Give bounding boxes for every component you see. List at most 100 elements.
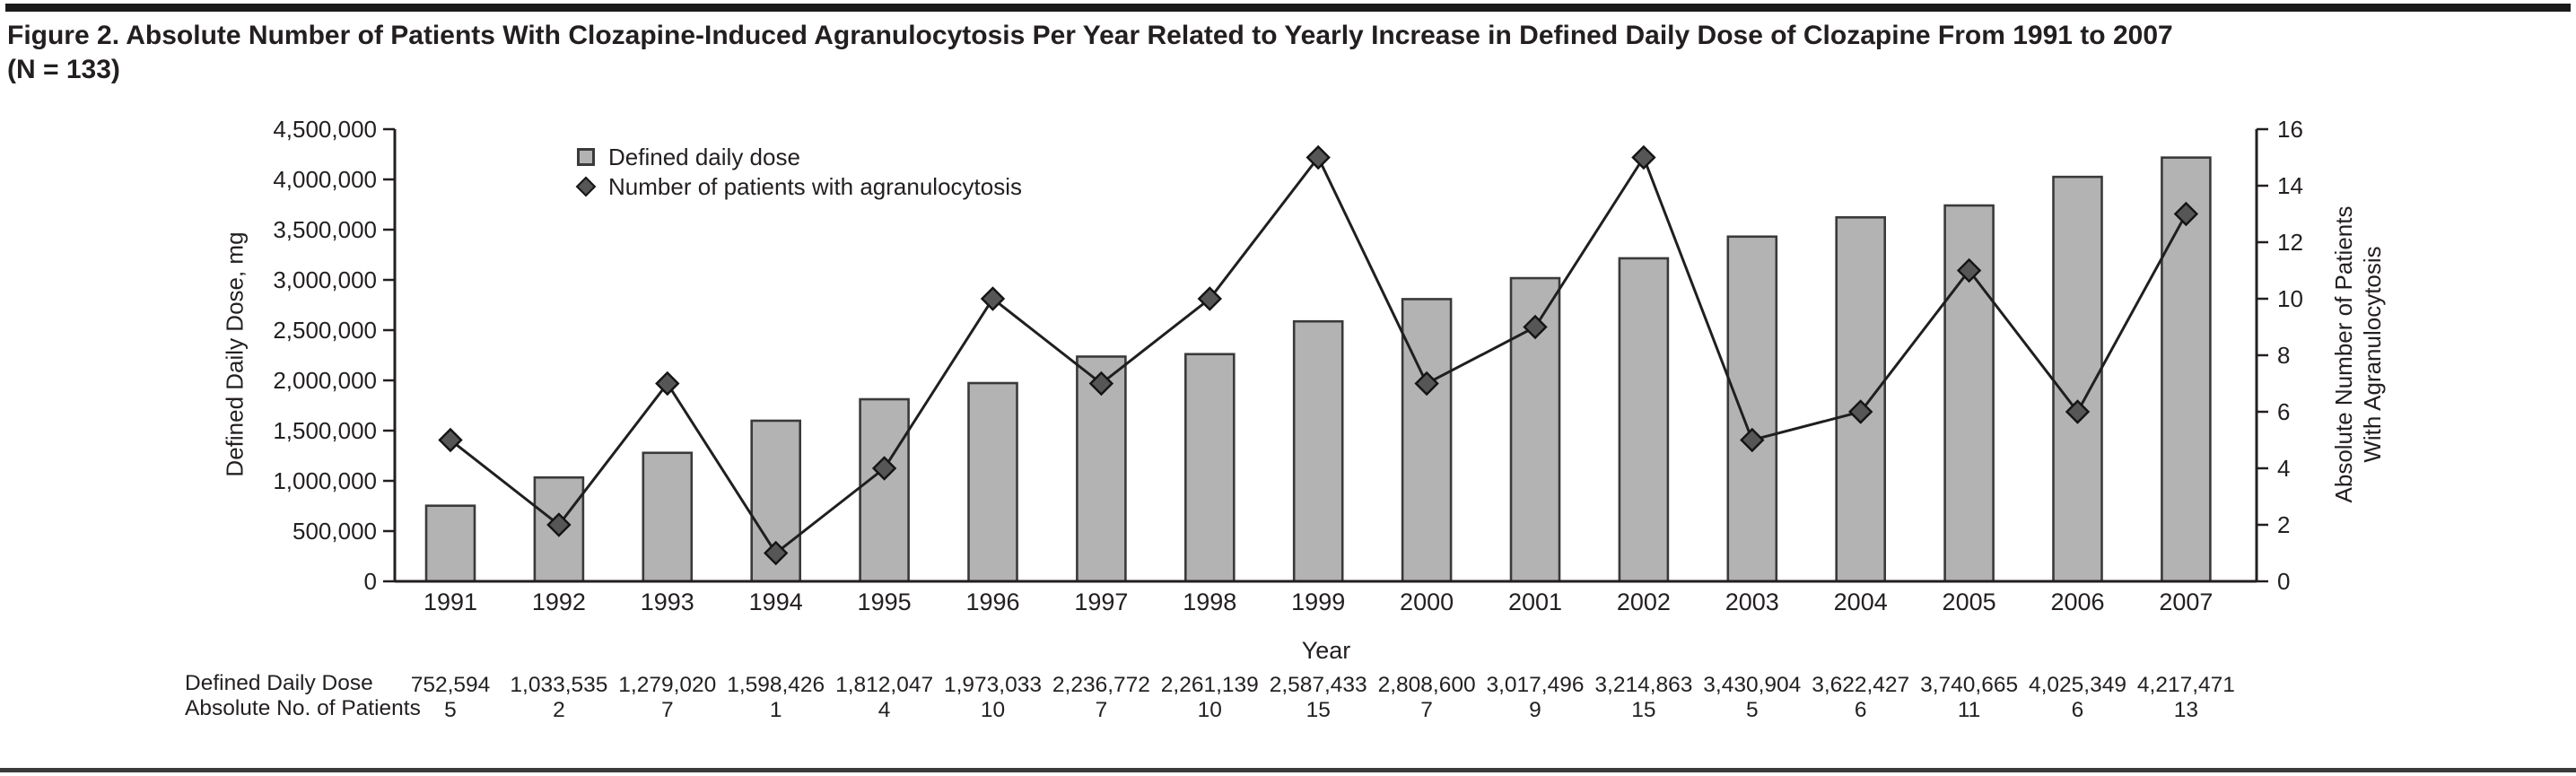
bar-2000 bbox=[1401, 298, 1453, 583]
diamond-marker-1998 bbox=[1197, 286, 1222, 311]
year-tick-label: 1995 bbox=[858, 589, 912, 615]
table-value-patients: 13 bbox=[2174, 698, 2198, 722]
right-axis-title-line2: With Agranulocytosis bbox=[2359, 246, 2386, 463]
table-value-dose: 3,017,496 bbox=[1487, 673, 1585, 697]
bar-swatch-icon bbox=[577, 148, 595, 166]
table-value-dose: 1,598,426 bbox=[727, 673, 825, 697]
year-tick-label: 1998 bbox=[1183, 589, 1236, 615]
diamond-marker-1997 bbox=[1088, 371, 1114, 397]
legend-label: Number of patients with agranulocytosis bbox=[608, 172, 1023, 200]
bar-2002 bbox=[1618, 257, 1670, 583]
year-tick-label: 1991 bbox=[424, 589, 477, 615]
right-axis-tick-label: 4 bbox=[2277, 455, 2290, 482]
figure-title-line1: Figure 2. Absolute Number of Patients Wi… bbox=[7, 21, 2173, 50]
legend-item-patients: Number of patients with agranulocytosis bbox=[575, 172, 1023, 200]
diamond-marker-2007 bbox=[2173, 201, 2199, 227]
bar-2007 bbox=[2161, 156, 2212, 583]
year-tick-label: 2007 bbox=[2159, 589, 2213, 615]
diamond-marker-1993 bbox=[655, 371, 680, 397]
bar-1993 bbox=[642, 451, 694, 583]
table-value-dose: 1,279,020 bbox=[618, 673, 716, 697]
x-axis-title: Year bbox=[1301, 637, 1351, 664]
chart-legend: Defined daily dose Number of patients wi… bbox=[575, 144, 1023, 200]
diamond-marker-2004 bbox=[1848, 399, 1873, 424]
top-rule bbox=[5, 4, 2571, 12]
table-value-dose: 3,214,863 bbox=[1594, 673, 1692, 697]
left-axis-tick-label: 4,500,000 bbox=[273, 116, 377, 143]
table-value-dose: 1,812,047 bbox=[835, 673, 933, 697]
diamond-marker-icon bbox=[575, 176, 597, 197]
table-value-patients: 10 bbox=[1198, 698, 1222, 722]
table-value-patients: 7 bbox=[661, 698, 674, 722]
year-tick-label: 2002 bbox=[1617, 589, 1671, 615]
table-value-patients: 10 bbox=[981, 698, 1005, 722]
bar-1991 bbox=[424, 504, 476, 583]
diamond-marker-2000 bbox=[1414, 371, 1439, 397]
right-axis-tick-label: 2 bbox=[2277, 511, 2290, 538]
table-value-dose: 2,236,772 bbox=[1052, 673, 1150, 697]
bar-1998 bbox=[1184, 353, 1236, 583]
year-tick-label: 1992 bbox=[532, 589, 586, 615]
year-tick-label: 2000 bbox=[1400, 589, 1454, 615]
diamond-marker-1991 bbox=[438, 427, 463, 453]
table-value-dose: 4,025,349 bbox=[2029, 673, 2126, 697]
bar-1999 bbox=[1292, 319, 1344, 583]
left-axis-tick-label: 4,000,000 bbox=[273, 166, 377, 193]
diamond-marker-1996 bbox=[980, 286, 1006, 311]
table-value-patients: 6 bbox=[1855, 698, 1867, 722]
table-value-dose: 3,622,427 bbox=[1812, 673, 1909, 697]
year-tick-label: 1996 bbox=[965, 589, 1019, 615]
left-axis-tick-label: 0 bbox=[364, 568, 377, 595]
legend-item-defined-daily-dose: Defined daily dose bbox=[577, 144, 1022, 170]
diamond-marker-2002 bbox=[1631, 144, 1656, 170]
diamond-marker-2005 bbox=[1956, 257, 1982, 283]
left-axis-tick-label: 1,500,000 bbox=[273, 417, 377, 444]
table-value-patients: 1 bbox=[770, 698, 782, 722]
table-value-dose: 4,217,471 bbox=[2137, 673, 2235, 697]
diamond-marker-1994 bbox=[764, 540, 789, 566]
bar-2004 bbox=[1835, 215, 1886, 583]
bar-2003 bbox=[1726, 235, 1778, 583]
year-tick-label: 2005 bbox=[1943, 589, 1996, 615]
table-value-patients: 11 bbox=[1958, 698, 1980, 722]
figure-title-line2: (N = 133) bbox=[7, 55, 120, 84]
right-axis-tick-label: 16 bbox=[2277, 116, 2303, 143]
table-value-dose: 2,808,600 bbox=[1378, 673, 1476, 697]
left-axis-tick-label: 2,500,000 bbox=[273, 317, 377, 344]
table-value-dose: 2,587,433 bbox=[1270, 673, 1367, 697]
diamond-marker-1999 bbox=[1305, 144, 1331, 170]
year-tick-label: 2003 bbox=[1725, 589, 1779, 615]
table-value-patients: 6 bbox=[2072, 698, 2084, 722]
table-value-dose: 1,973,033 bbox=[944, 673, 1042, 697]
table-value-dose: 1,033,535 bbox=[510, 673, 607, 697]
left-axis-title: Defined Daily Dose, mg bbox=[221, 231, 249, 477]
bar-1996 bbox=[967, 381, 1018, 583]
table-value-patients: 9 bbox=[1529, 698, 1541, 722]
left-axis-tick-label: 500,000 bbox=[293, 518, 377, 545]
year-tick-label: 2006 bbox=[2050, 589, 2104, 615]
table-value-patients: 15 bbox=[1306, 698, 1331, 722]
diamond-marker-2001 bbox=[1523, 314, 1548, 340]
diamond-marker-2003 bbox=[1740, 427, 1765, 453]
table-value-dose: 3,430,904 bbox=[1703, 673, 1801, 697]
table-value-dose: 2,261,139 bbox=[1161, 673, 1259, 697]
right-axis-tick-label: 0 bbox=[2277, 568, 2290, 595]
table-value-patients: 5 bbox=[444, 698, 457, 722]
left-axis-tick-label: 2,000,000 bbox=[273, 367, 377, 394]
left-axis-tick-label: 1,000,000 bbox=[273, 467, 377, 494]
year-tick-label: 2004 bbox=[1834, 589, 1888, 615]
table-value-patients: 15 bbox=[1631, 698, 1655, 722]
right-axis-title: Absolute Number of Patients With Agranul… bbox=[2329, 206, 2387, 503]
table-value-dose: 3,740,665 bbox=[1920, 673, 2018, 697]
bottom-rule bbox=[0, 768, 2576, 772]
left-axis-tick-label: 3,000,000 bbox=[273, 266, 377, 293]
table-value-patients: 7 bbox=[1096, 698, 1108, 722]
year-tick-label: 1997 bbox=[1074, 589, 1128, 615]
right-axis-tick-label: 12 bbox=[2277, 229, 2303, 256]
left-axis-tick-label: 3,500,000 bbox=[273, 216, 377, 243]
bar-1995 bbox=[859, 397, 910, 583]
diamond-marker-1995 bbox=[871, 456, 897, 481]
diamond-marker-2006 bbox=[2065, 399, 2091, 424]
